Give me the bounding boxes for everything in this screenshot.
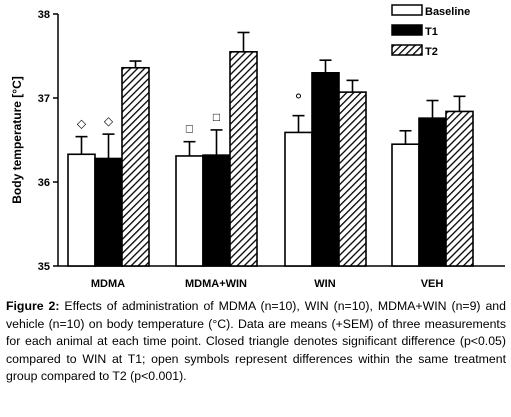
y-axis-label: Body temperature [°C] [10, 76, 24, 203]
bar-t2 [229, 50, 258, 267]
legend-swatch-t2 [391, 44, 423, 56]
y-tick-label: 35 [38, 261, 50, 273]
bar-t2 [445, 110, 474, 267]
significance-symbol: □ [186, 122, 193, 136]
significance-markers: ◇ ◇ □ □ ° [77, 91, 302, 136]
y-tick-label: 36 [38, 177, 50, 189]
body-temperature-chart: 35 36 37 38 Body temperature [°C] MDMA MDMA+… [10, 4, 505, 290]
y-axis: 35 36 37 38 Body temperature [°C] [10, 9, 59, 273]
bar-baseline [284, 131, 313, 267]
x-axis: MDMA MDMA+WIN WIN VEH [58, 265, 505, 290]
significance-symbol: ° [295, 91, 302, 111]
bar-baseline [175, 155, 204, 267]
bar-t2 [338, 91, 367, 267]
bar-baseline [67, 153, 96, 267]
x-tick-label: VEH [421, 278, 444, 290]
bar-t2 [121, 66, 150, 267]
significance-symbol: ◇ [77, 117, 87, 131]
bar-t1 [94, 157, 123, 267]
figure-caption-text: Effects of administration of MDMA (n=10)… [6, 299, 506, 384]
legend: Baseline T1 T2 [391, 4, 470, 58]
x-tick-label: MDMA+WIN [185, 278, 247, 290]
legend-label: T1 [425, 26, 438, 38]
legend-swatch-t1 [391, 24, 423, 36]
bar-series-group [67, 31, 474, 267]
bar-baseline [391, 143, 420, 267]
x-tick-label: MDMA [91, 278, 125, 290]
bar-t1 [311, 72, 340, 267]
significance-symbol: ◇ [104, 114, 114, 128]
figure-caption: Figure 2: Effects of administration of M… [6, 298, 506, 386]
y-tick-label: 37 [38, 93, 50, 105]
figure-label: Figure 2: [6, 299, 60, 313]
y-tick-label: 38 [38, 9, 50, 21]
legend-swatch-baseline [391, 4, 423, 16]
bar-t1 [418, 117, 447, 267]
significance-symbol: □ [213, 110, 220, 124]
legend-label: T2 [425, 46, 438, 58]
x-tick-label: WIN [314, 278, 335, 290]
legend-label: Baseline [425, 6, 470, 18]
bar-t1 [202, 154, 231, 267]
